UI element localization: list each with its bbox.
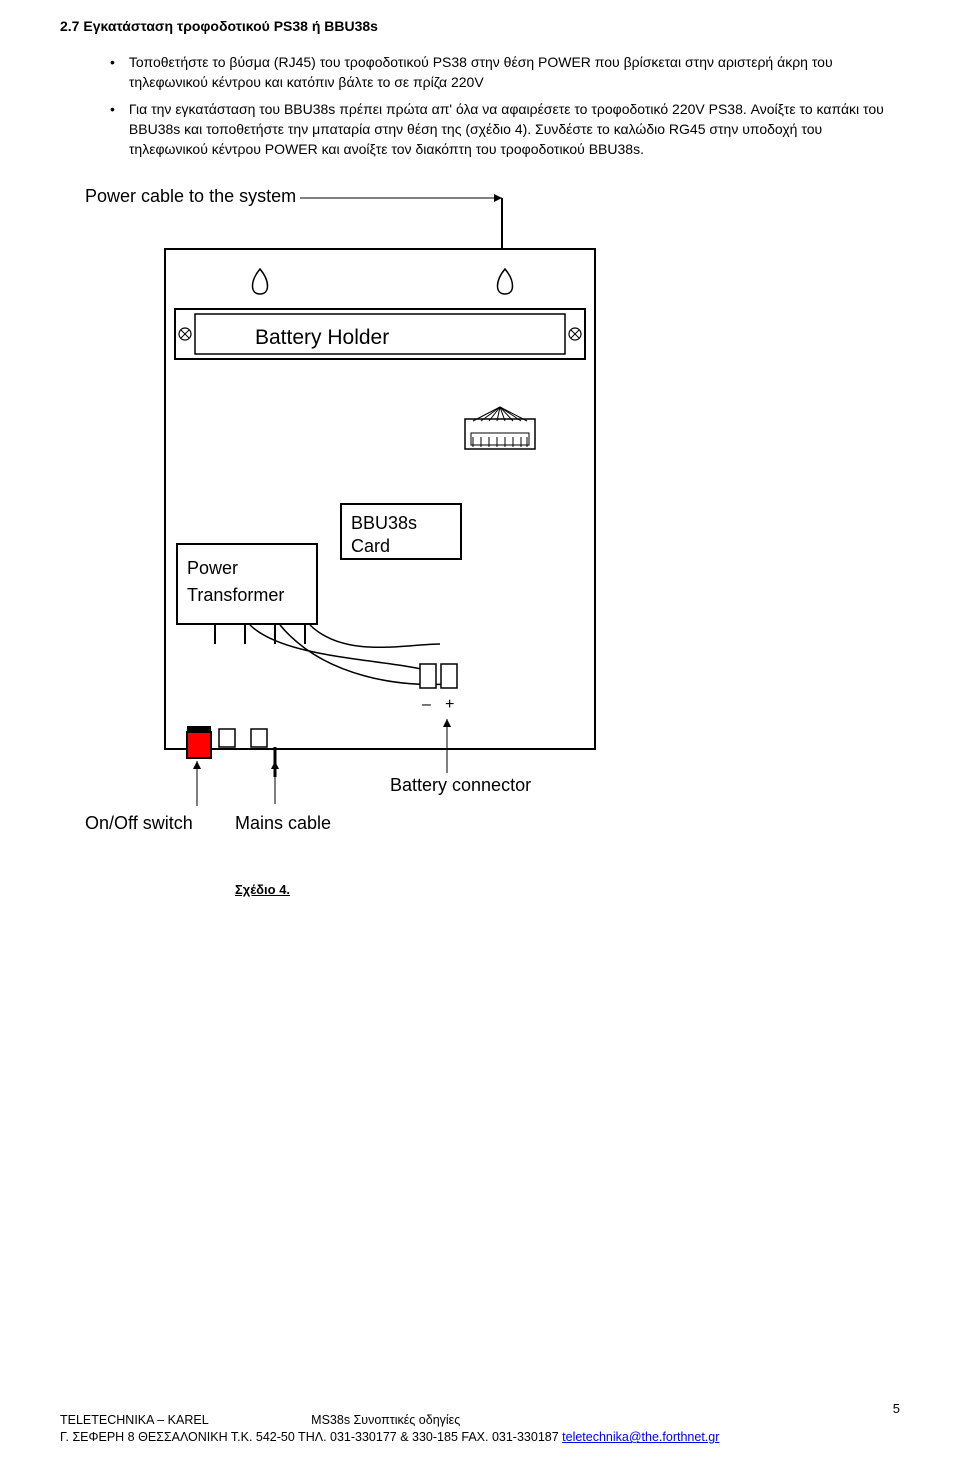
svg-text:Battery Holder: Battery Holder xyxy=(255,326,389,349)
bullet-marker: • xyxy=(110,52,115,93)
footer-address: Γ. ΣΕΦΕΡΗ 8 ΘΕΣΣΑΛΟΝΙΚΗ Τ.Κ. 542-50 ΤΗΛ.… xyxy=(60,1430,562,1444)
bullet-item: • Τοποθετήστε το βύσμα (RJ45) του τροφοδ… xyxy=(110,52,900,93)
bullet-text: Τοποθετήστε το βύσμα (RJ45) του τροφοδοτ… xyxy=(129,52,900,93)
svg-text:+: + xyxy=(445,696,454,713)
bullet-item: • Για την εγκατάσταση του BBU38s πρέπει … xyxy=(110,99,900,160)
figure-caption: Σχέδιο 4. xyxy=(235,882,900,897)
diagram: Power cable to the system Battery Holder P… xyxy=(85,189,900,852)
bullet-marker: • xyxy=(110,99,115,160)
svg-text:Transformer: Transformer xyxy=(187,585,284,605)
svg-text:–: – xyxy=(422,696,431,713)
section-title: 2.7 Εγκατάσταση τροφοδοτικού PS38 ή BBU3… xyxy=(60,18,900,34)
footer-title: MS38s Συνοπτικές οδηγίες xyxy=(311,1413,460,1427)
svg-text:Mains cable: Mains cable xyxy=(235,813,331,833)
footer: TELETECHNIKA – KAREL MS38s Συνοπτικές οδ… xyxy=(60,1412,719,1446)
svg-text:On/Off switch: On/Off switch xyxy=(85,813,193,833)
svg-text:Power: Power xyxy=(187,558,238,578)
footer-email-link[interactable]: teletechnika@the.forthnet.gr xyxy=(562,1430,719,1444)
bullet-text: Για την εγκατάσταση του BBU38s πρέπει πρ… xyxy=(129,99,900,160)
svg-text:Power cable to the system: Power cable to the system xyxy=(85,189,296,206)
footer-brand: TELETECHNIKA – KAREL xyxy=(60,1413,208,1427)
svg-text:Card: Card xyxy=(351,536,390,556)
svg-text:BBU38s: BBU38s xyxy=(351,513,417,533)
bullet-list: • Τοποθετήστε το βύσμα (RJ45) του τροφοδ… xyxy=(60,52,900,159)
svg-text:Battery connector: Battery connector xyxy=(390,775,531,795)
bbu-diagram-svg: Power cable to the system Battery Holder P… xyxy=(85,189,665,849)
page-number: 5 xyxy=(893,1401,900,1416)
